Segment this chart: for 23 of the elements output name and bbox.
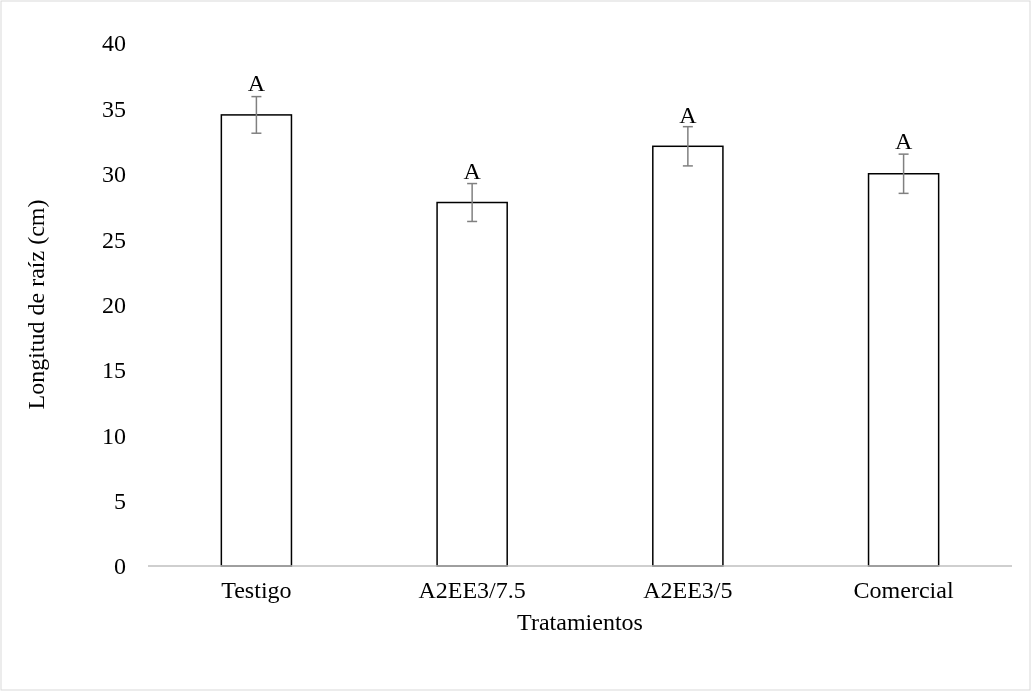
x-tick-label: Testigo — [221, 577, 292, 603]
bar — [436, 201, 508, 567]
x-tick-label: A2EE3/7.5 — [418, 577, 526, 603]
bar — [652, 145, 724, 567]
y-tick-label: 20 — [102, 291, 126, 318]
y-tick-label: 30 — [102, 161, 126, 188]
y-tick-label: 25 — [102, 226, 126, 253]
annotation: A — [247, 70, 266, 97]
y-axis-title: Longitud de raíz (cm) — [23, 199, 49, 410]
annotation: A — [463, 157, 482, 184]
x-tick-label: A2EE3/5 — [643, 577, 733, 603]
y-tick-label: 15 — [102, 357, 126, 384]
annotation: A — [894, 127, 913, 154]
x-tick-label: Comercial — [853, 577, 954, 603]
bar — [220, 114, 293, 567]
y-tick-label: 10 — [102, 422, 126, 449]
y-tick-label: 35 — [102, 95, 126, 122]
y-tick-label: 5 — [114, 488, 126, 515]
bar — [867, 173, 940, 567]
x-axis-title: Tratamientos — [517, 609, 643, 635]
y-tick-label: 0 — [114, 553, 126, 580]
annotation: A — [679, 101, 698, 128]
y-tick-label: 40 — [102, 30, 126, 57]
